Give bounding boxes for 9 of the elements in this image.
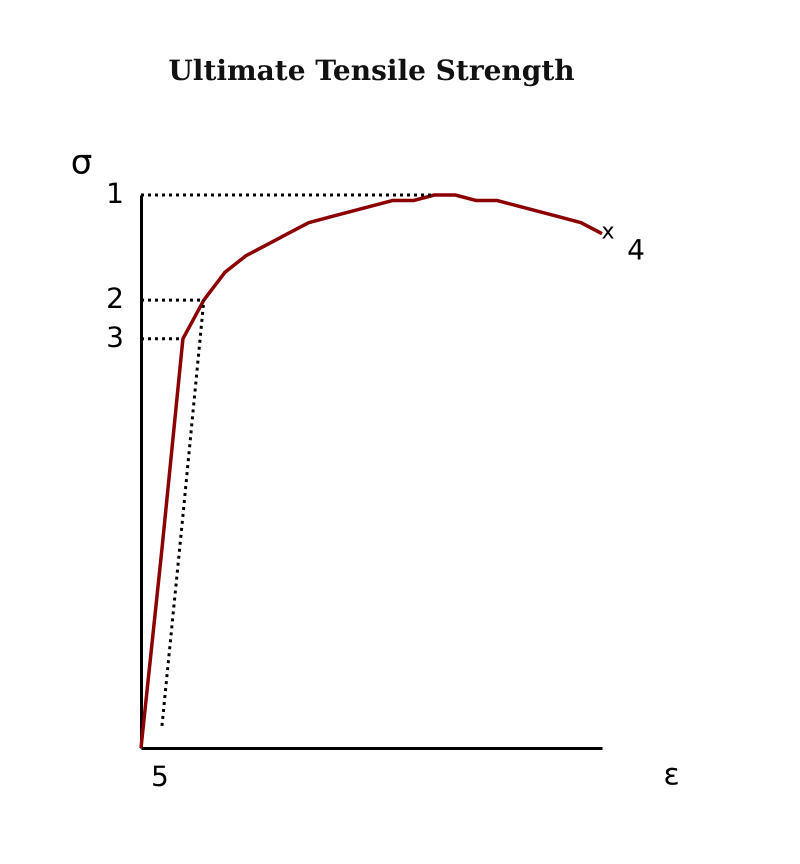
- text: 5: [151, 760, 169, 793]
- text: 3: [106, 320, 124, 354]
- text: 4: [627, 234, 645, 267]
- y-axis-title: σ: [70, 142, 92, 182]
- chart-title: Ultimate Tensile Strength: [168, 54, 575, 87]
- annotation: x: [601, 220, 615, 245]
- x-axis-title: ε: [664, 758, 680, 792]
- text: 1: [106, 177, 124, 210]
- text: 2: [106, 282, 124, 316]
